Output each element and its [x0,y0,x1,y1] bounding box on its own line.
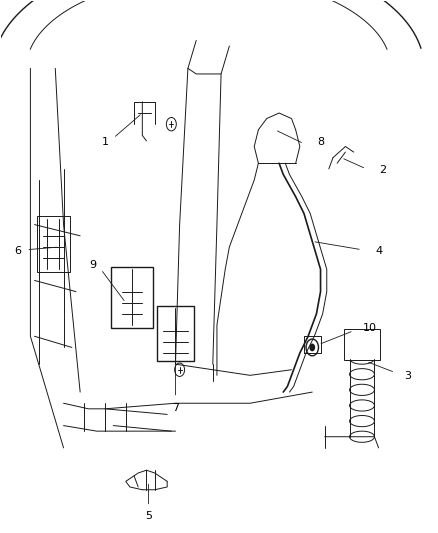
Text: 9: 9 [89,261,96,270]
Text: 7: 7 [172,403,179,413]
FancyBboxPatch shape [37,216,70,272]
Text: 5: 5 [145,511,152,521]
Text: 3: 3 [404,372,411,382]
Circle shape [309,344,315,351]
Text: 8: 8 [317,137,324,147]
Text: 2: 2 [379,165,386,175]
Text: 6: 6 [14,246,21,256]
Text: 10: 10 [363,323,377,333]
FancyBboxPatch shape [344,329,380,360]
Text: 4: 4 [375,246,382,256]
Text: 1: 1 [102,137,109,147]
FancyBboxPatch shape [157,305,194,361]
FancyBboxPatch shape [111,266,153,328]
